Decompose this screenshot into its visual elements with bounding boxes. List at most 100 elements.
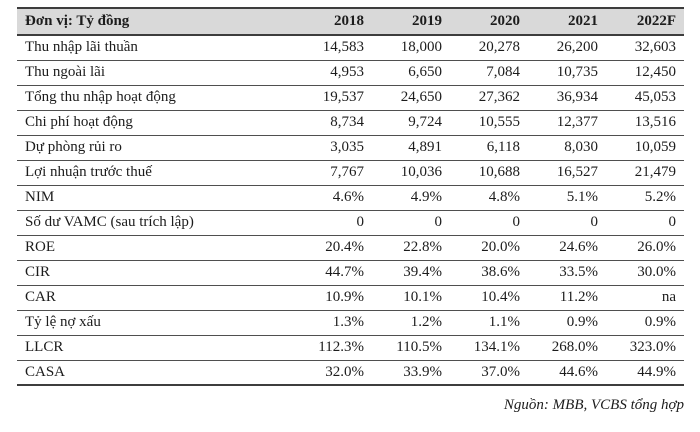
year-header-2019: 2019	[372, 7, 450, 36]
cell-value: 3,035	[294, 135, 372, 161]
table-row-net-interest-income: Thu nhập lãi thuần 14,583 18,000 20,278 …	[17, 35, 684, 61]
year-header-2018: 2018	[294, 7, 372, 36]
cell-value: 1.2%	[372, 310, 450, 336]
cell-value: 10,036	[372, 160, 450, 186]
cell-value: 10.9%	[294, 285, 372, 311]
cell-value: 110.5%	[372, 335, 450, 361]
year-header-2022f: 2022F	[606, 7, 684, 36]
row-label: LLCR	[17, 335, 294, 361]
cell-value: 10,688	[450, 160, 528, 186]
cell-value: 7,084	[450, 60, 528, 86]
row-label: NIM	[17, 185, 294, 211]
table-row-operating-expenses: Chi phí hoạt động 8,734 9,724 10,555 12,…	[17, 110, 684, 136]
cell-value: 27,362	[450, 85, 528, 111]
cell-value: 323.0%	[606, 335, 684, 361]
cell-value: 112.3%	[294, 335, 372, 361]
cell-value: 134.1%	[450, 335, 528, 361]
cell-value: 6,118	[450, 135, 528, 161]
cell-value: 0	[294, 210, 372, 236]
table-row-non-interest-income: Thu ngoài lãi 4,953 6,650 7,084 10,735 1…	[17, 60, 684, 86]
table-row-casa: CASA 32.0% 33.9% 37.0% 44.6% 44.9%	[17, 360, 684, 386]
cell-value: 9,724	[372, 110, 450, 136]
table-row-nim: NIM 4.6% 4.9% 4.8% 5.1% 5.2%	[17, 185, 684, 211]
cell-value: 0.9%	[528, 310, 606, 336]
cell-value: 20.4%	[294, 235, 372, 261]
year-header-2020: 2020	[450, 7, 528, 36]
cell-value: 24,650	[372, 85, 450, 111]
cell-value: 32.0%	[294, 360, 372, 386]
table-row-llcr: LLCR 112.3% 110.5% 134.1% 268.0% 323.0%	[17, 335, 684, 361]
cell-value: 12,377	[528, 110, 606, 136]
table-row-cir: CIR 44.7% 39.4% 38.6% 33.5% 30.0%	[17, 260, 684, 286]
table-row-profit-before-tax: Lợi nhuận trước thuế 7,767 10,036 10,688…	[17, 160, 684, 186]
table-row-provision-expenses: Dự phòng rủi ro 3,035 4,891 6,118 8,030 …	[17, 135, 684, 161]
cell-value: 4,891	[372, 135, 450, 161]
table-row-total-operating-income: Tổng thu nhập hoạt động 19,537 24,650 27…	[17, 85, 684, 111]
row-label: Thu ngoài lãi	[17, 60, 294, 86]
table-row-vamc-balance: Số dư VAMC (sau trích lập) 0 0 0 0 0	[17, 210, 684, 236]
cell-value: 10.4%	[450, 285, 528, 311]
cell-value: 10.1%	[372, 285, 450, 311]
cell-value: 33.9%	[372, 360, 450, 386]
row-label: ROE	[17, 235, 294, 261]
cell-value: 39.4%	[372, 260, 450, 286]
cell-value: 268.0%	[528, 335, 606, 361]
cell-value: 33.5%	[528, 260, 606, 286]
row-label: Chi phí hoạt động	[17, 110, 294, 136]
cell-value: 26.0%	[606, 235, 684, 261]
cell-value: 18,000	[372, 35, 450, 61]
cell-value: 44.7%	[294, 260, 372, 286]
cell-value: 1.1%	[450, 310, 528, 336]
cell-value: 12,450	[606, 60, 684, 86]
unit-header-cell: Đơn vị: Tỷ đồng	[17, 7, 294, 36]
cell-value: 11.2%	[528, 285, 606, 311]
cell-value: 30.0%	[606, 260, 684, 286]
row-label: CIR	[17, 260, 294, 286]
cell-value: 24.6%	[528, 235, 606, 261]
cell-value: 0	[450, 210, 528, 236]
cell-value: na	[606, 285, 684, 311]
row-label: Tổng thu nhập hoạt động	[17, 85, 294, 111]
cell-value: 7,767	[294, 160, 372, 186]
cell-value: 5.2%	[606, 185, 684, 211]
cell-value: 4.8%	[450, 185, 528, 211]
cell-value: 37.0%	[450, 360, 528, 386]
cell-value: 4.6%	[294, 185, 372, 211]
cell-value: 1.3%	[294, 310, 372, 336]
row-label: Tỷ lệ nợ xấu	[17, 310, 294, 336]
cell-value: 0	[528, 210, 606, 236]
cell-value: 14,583	[294, 35, 372, 61]
source-note: Nguồn: MBB, VCBS tổng hợp	[503, 397, 684, 413]
cell-value: 20,278	[450, 35, 528, 61]
year-header-2021: 2021	[528, 7, 606, 36]
cell-value: 44.6%	[528, 360, 606, 386]
report-page: Đơn vị: Tỷ đồng 2018 2019 2020 2021 2022…	[17, 7, 684, 413]
cell-value: 10,059	[606, 135, 684, 161]
cell-value: 20.0%	[450, 235, 528, 261]
row-label: Số dư VAMC (sau trích lập)	[17, 210, 294, 236]
cell-value: 6,650	[372, 60, 450, 86]
cell-value: 8,030	[528, 135, 606, 161]
cell-value: 0	[606, 210, 684, 236]
row-label: CAR	[17, 285, 294, 311]
cell-value: 21,479	[606, 160, 684, 186]
cell-value: 16,527	[528, 160, 606, 186]
cell-value: 45,053	[606, 85, 684, 111]
cell-value: 13,516	[606, 110, 684, 136]
cell-value: 8,734	[294, 110, 372, 136]
cell-value: 4.9%	[372, 185, 450, 211]
cell-value: 4,953	[294, 60, 372, 86]
table-header-row: Đơn vị: Tỷ đồng 2018 2019 2020 2021 2022…	[17, 7, 684, 36]
row-label: Thu nhập lãi thuần	[17, 35, 294, 61]
cell-value: 0	[372, 210, 450, 236]
cell-value: 0.9%	[606, 310, 684, 336]
cell-value: 10,555	[450, 110, 528, 136]
financial-metrics-table: Đơn vị: Tỷ đồng 2018 2019 2020 2021 2022…	[17, 7, 684, 386]
cell-value: 32,603	[606, 35, 684, 61]
cell-value: 44.9%	[606, 360, 684, 386]
row-label: CASA	[17, 360, 294, 386]
cell-value: 38.6%	[450, 260, 528, 286]
cell-value: 19,537	[294, 85, 372, 111]
cell-value: 10,735	[528, 60, 606, 86]
table-row-roe: ROE 20.4% 22.8% 20.0% 24.6% 26.0%	[17, 235, 684, 261]
